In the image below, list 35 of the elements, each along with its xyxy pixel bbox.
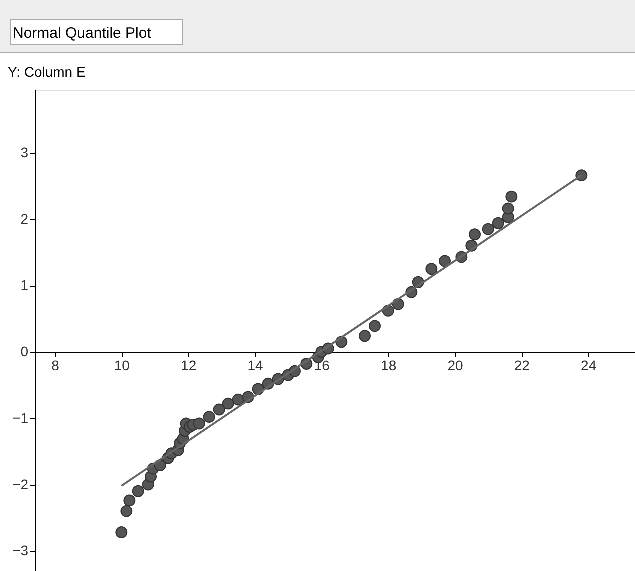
x-tick-label: 18 bbox=[381, 358, 397, 374]
point bbox=[506, 190, 518, 203]
x-tick-label: 14 bbox=[248, 358, 264, 374]
point bbox=[213, 404, 226, 416]
y-tick-label: 3 bbox=[20, 144, 29, 161]
x-tick-label: 8 bbox=[52, 358, 60, 374]
point bbox=[132, 485, 144, 498]
y-tick-label: −3 bbox=[12, 542, 29, 559]
y-tick-label: 0 bbox=[20, 344, 29, 360]
x-tick-label: 12 bbox=[181, 358, 197, 374]
x-tick-label: 22 bbox=[514, 358, 530, 374]
point bbox=[193, 418, 206, 430]
x-tick-label: 20 bbox=[448, 358, 464, 374]
point bbox=[116, 526, 128, 538]
x-tick-label: 24 bbox=[581, 358, 597, 374]
x-tick-label: 10 bbox=[114, 358, 130, 374]
point bbox=[492, 217, 504, 230]
point bbox=[232, 394, 244, 406]
y-tick-label: −2 bbox=[12, 476, 29, 492]
y-tick-label: 1 bbox=[20, 277, 29, 294]
point bbox=[482, 223, 494, 236]
point bbox=[439, 255, 451, 268]
y-axis-title: Y: Column E bbox=[8, 64, 86, 80]
point bbox=[222, 398, 234, 410]
point bbox=[369, 320, 381, 332]
point bbox=[359, 330, 371, 342]
point bbox=[502, 202, 514, 215]
chart-title: Normal Quantile Plot bbox=[13, 25, 152, 42]
point bbox=[426, 263, 438, 276]
point bbox=[124, 494, 136, 507]
point bbox=[120, 505, 133, 518]
point bbox=[203, 411, 216, 424]
point bbox=[469, 228, 481, 241]
y-tick-label: −1 bbox=[12, 410, 29, 426]
y-tick-label: 2 bbox=[20, 210, 29, 227]
